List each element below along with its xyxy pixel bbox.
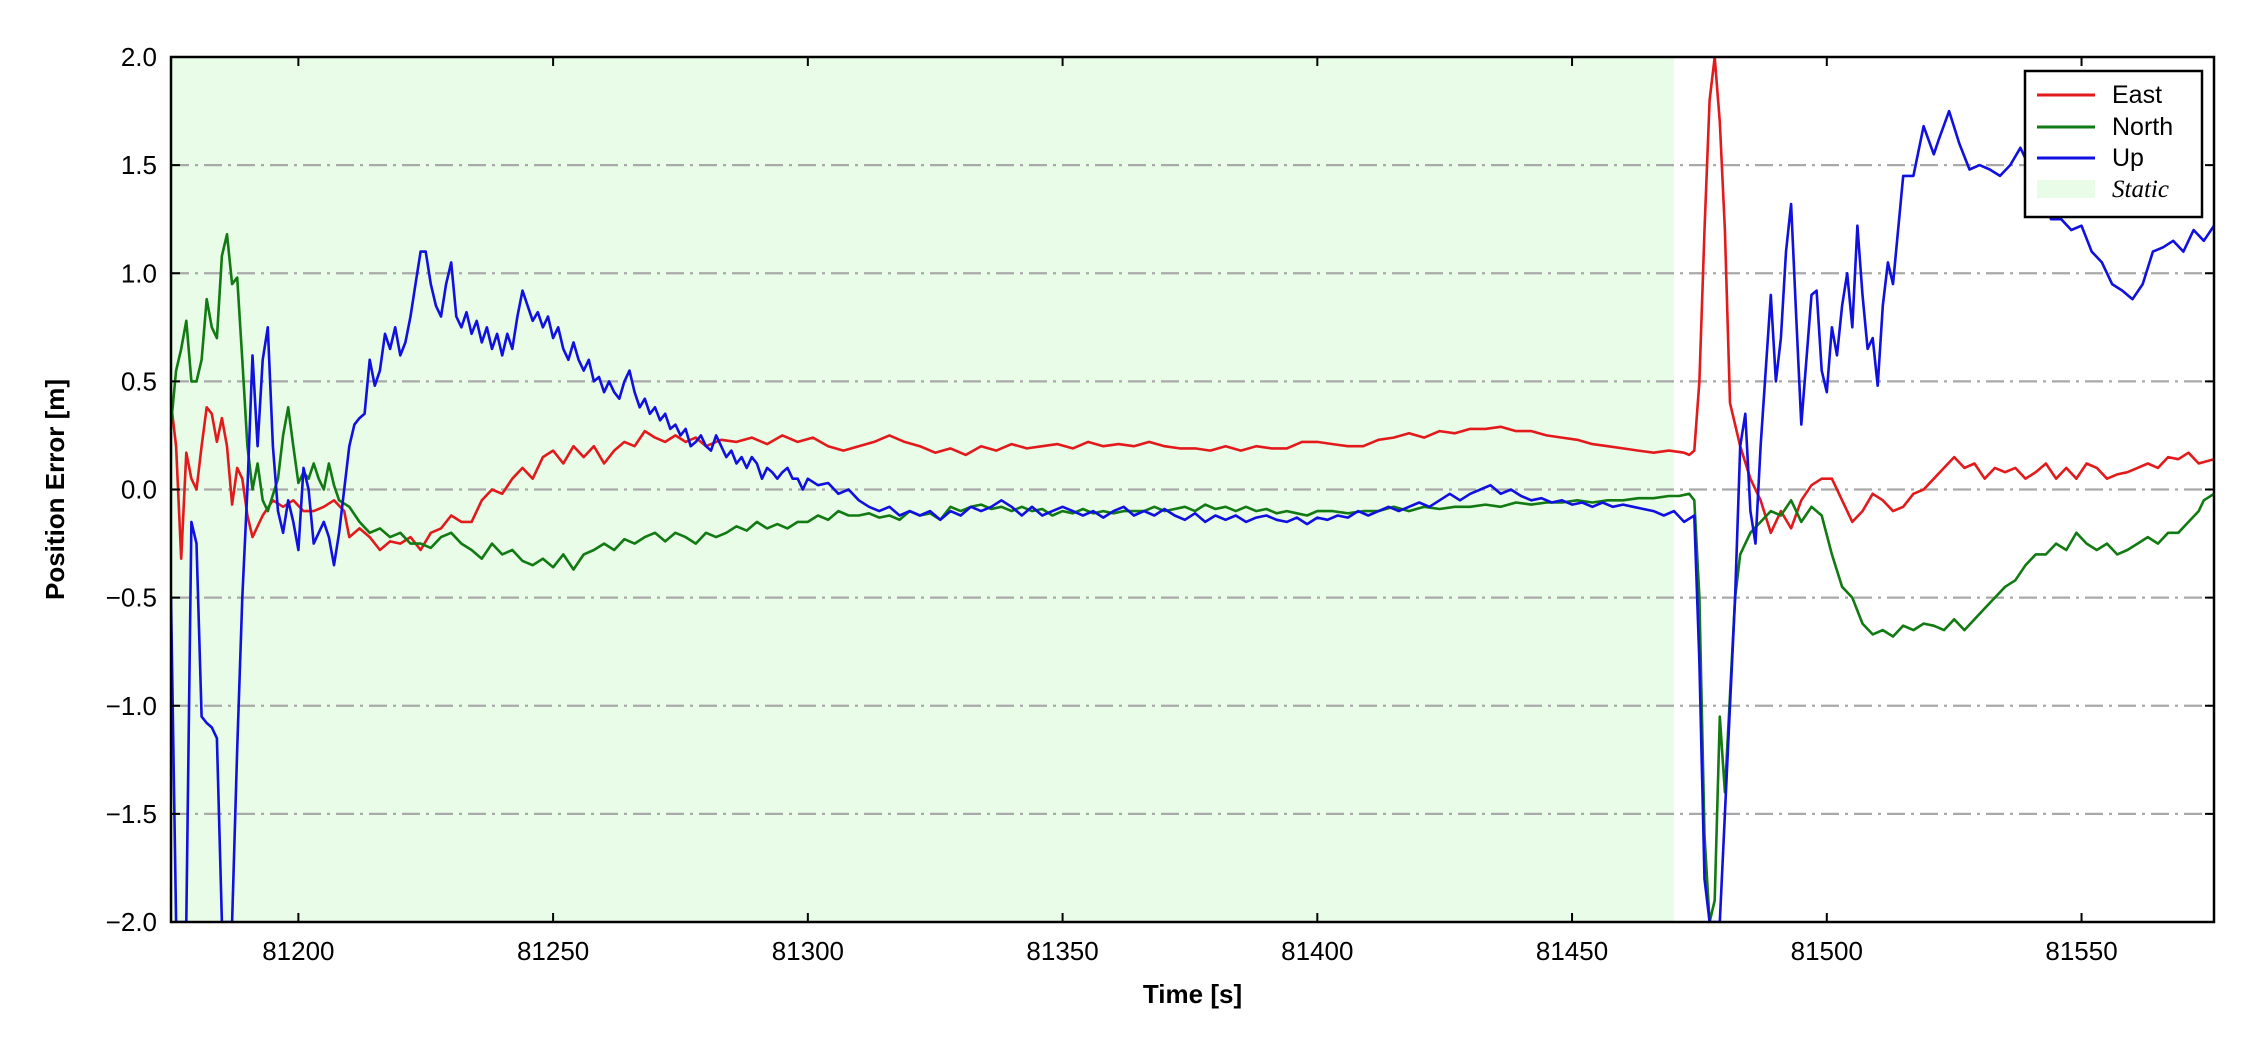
series-layer — [171, 57, 2214, 922]
y-tick-label-4: 0.0 — [121, 475, 157, 505]
y-axis-label: Position Error [m] — [40, 379, 70, 600]
x-tick-label-5: 81450 — [1536, 936, 1608, 966]
x-tick-label-4: 81400 — [1281, 936, 1353, 966]
x-tick-label-1: 81250 — [517, 936, 589, 966]
legend-label-static: Static — [2112, 176, 2169, 203]
legend-label-up: Up — [2112, 144, 2144, 172]
legend-swatch-static — [2037, 180, 2095, 198]
legend-label-north: North — [2112, 113, 2173, 141]
x-tick-label-7: 81550 — [2045, 936, 2117, 966]
legend-label-east: East — [2112, 81, 2162, 109]
x-tick-label-0: 81200 — [262, 936, 334, 966]
series-line-east — [171, 57, 2214, 560]
y-tick-label-3: −0.5 — [106, 583, 157, 613]
ticks-layer: 81200 81250 81300 81350 81400 81450 81500 81550… — [106, 42, 2214, 966]
grid-layer — [171, 164, 2214, 815]
x-tick-label-2: 81300 — [772, 936, 844, 966]
series-line-up — [171, 109, 2214, 922]
y-tick-label-6: 1.0 — [121, 258, 157, 288]
x-axis-label: Time [s] — [1143, 979, 1242, 1009]
series-line-north — [171, 233, 2214, 922]
y-tick-label-8: 2.0 — [121, 42, 157, 72]
x-tick-label-3: 81350 — [1026, 936, 1098, 966]
legend: East North Up Static — [2023, 69, 2204, 219]
y-tick-label-5: 0.5 — [121, 366, 157, 396]
y-tick-label-1: −1.5 — [106, 799, 157, 829]
x-tick-label-6: 81500 — [1791, 936, 1863, 966]
y-tick-label-2: −1.0 — [106, 691, 157, 721]
y-tick-label-0: −2.0 — [106, 907, 157, 937]
y-tick-label-7: 1.5 — [121, 150, 157, 180]
